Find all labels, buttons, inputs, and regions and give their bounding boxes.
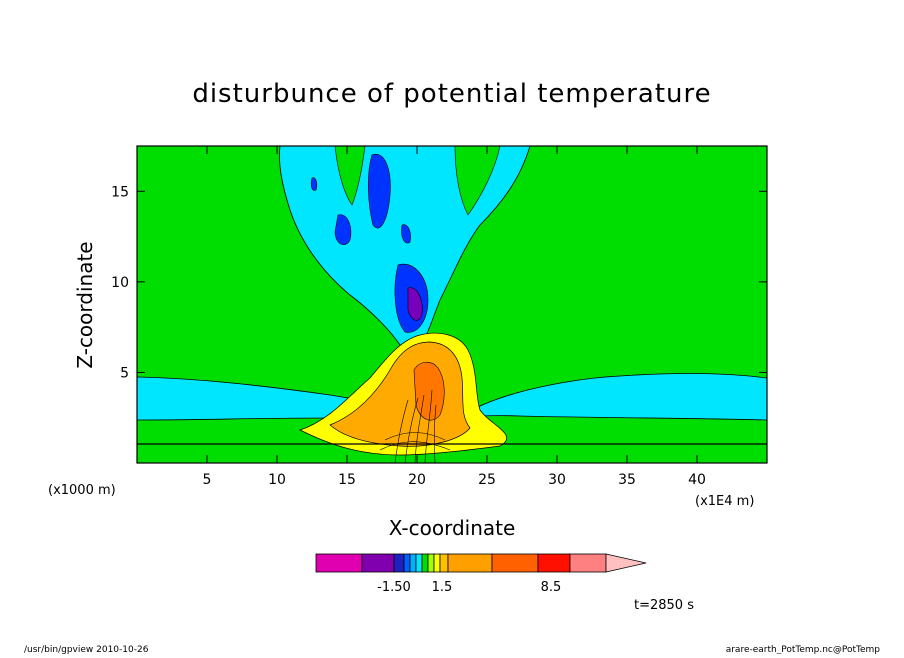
x-unit-label: (x1E4 m) — [695, 494, 754, 509]
chart-title: disturbunce of potential temperature — [192, 79, 711, 109]
colorbar-swatch — [447, 553, 493, 573]
y-axis: 5 10 15 — [111, 184, 767, 381]
colorbar-swatch — [403, 553, 411, 573]
footer-right: arare-earth_PotTemp.nc@PotTemp — [726, 645, 881, 654]
colorbar-swatch — [315, 553, 363, 573]
y-tick-label: 15 — [111, 184, 129, 200]
colorbar-label-mid: 1.5 — [432, 580, 453, 595]
colorbar-swatch — [427, 553, 435, 573]
colorbar-swatch — [569, 553, 607, 573]
x-axis-label: X-coordinate — [389, 516, 516, 540]
colorbar-swatch — [433, 553, 441, 573]
x-tick-label: 40 — [688, 472, 706, 488]
footer-left: /usr/bin/gpview 2010-10-26 — [24, 645, 149, 654]
colorbar-swatch — [361, 553, 395, 573]
colorbar-label-low: -1.50 — [377, 580, 411, 595]
cold-cell — [368, 153, 391, 229]
dense-contours — [379, 389, 451, 464]
colorbar-label-high: 8.5 — [541, 580, 562, 595]
x-tick-label: 15 — [338, 472, 356, 488]
colorbar-swatch — [421, 553, 429, 573]
colorbar — [315, 553, 647, 573]
x-tick-label: 20 — [408, 472, 426, 488]
colorbar-swatch — [537, 553, 571, 573]
colorbar-swatch — [409, 553, 417, 573]
x-tick-label: 35 — [618, 472, 636, 488]
colorbar-swatch — [393, 553, 405, 573]
cold-cell — [401, 224, 411, 244]
cold-cell — [334, 214, 352, 245]
colorbar-swatch — [415, 553, 423, 573]
plot-area — [136, 145, 768, 464]
colorbar-swatch — [439, 553, 449, 573]
y-tick-label: 10 — [111, 275, 129, 291]
colorbar-arrow — [605, 553, 647, 573]
plume-green — [454, 145, 501, 216]
colorbar-swatch — [491, 553, 539, 573]
y-unit-label: (x1000 m) — [48, 483, 116, 498]
cold-cell — [407, 287, 423, 321]
warm-zone-3 — [413, 361, 445, 421]
plot-frame — [136, 145, 768, 464]
plume-green — [334, 145, 366, 206]
x-tick-label: 25 — [478, 472, 496, 488]
x-tick-label: 5 — [203, 472, 212, 488]
x-axis: 5 10 15 20 25 30 35 40 — [203, 146, 706, 488]
x-tick-label: 10 — [268, 472, 286, 488]
time-label: t=2850 s — [634, 598, 694, 613]
x-tick-label: 30 — [548, 472, 566, 488]
y-tick-label: 5 — [120, 365, 129, 381]
cold-cell — [310, 177, 318, 191]
y-axis-label: Z-coordinate — [73, 241, 97, 368]
